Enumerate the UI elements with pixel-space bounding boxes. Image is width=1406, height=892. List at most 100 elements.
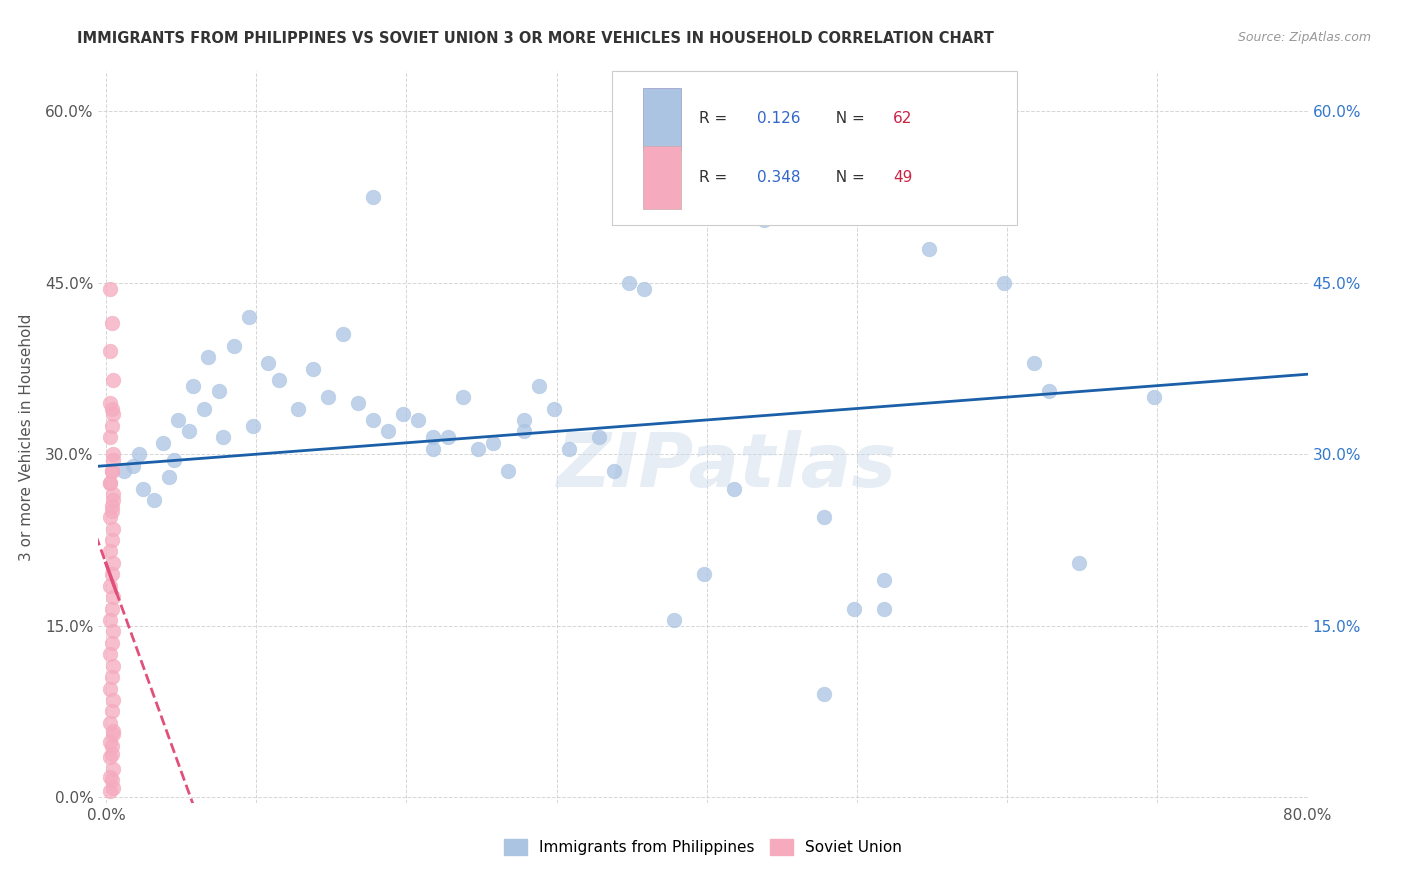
Point [100,510,122,524]
Point [101,316,124,330]
Text: 0.348: 0.348 [758,169,801,185]
Point [422,430,444,444]
Text: IMMIGRANTS FROM PHILIPPINES VS SOVIET UNION 3 OR MORE VEHICLES IN HOUSEHOLD CORR: IMMIGRANTS FROM PHILIPPINES VS SOVIET UN… [77,31,994,46]
Point [377,425,399,439]
Point [100,396,122,410]
Point [103,487,125,501]
Point [103,624,125,639]
Point [101,567,124,582]
Point [422,442,444,456]
FancyBboxPatch shape [613,71,1018,225]
Point [543,401,565,416]
Point [918,242,941,256]
Point [101,401,124,416]
Point [101,504,124,518]
Point [103,492,125,507]
Point [752,213,775,227]
Point [527,378,550,392]
Point [143,492,166,507]
Point [602,464,624,478]
Point [132,482,155,496]
Point [222,338,245,352]
Text: N =: N = [827,112,870,127]
Point [100,613,122,627]
Point [100,344,122,359]
Point [101,670,124,684]
Point [103,407,125,421]
Point [162,453,184,467]
Point [100,475,122,490]
FancyBboxPatch shape [643,146,682,209]
Point [482,435,505,450]
Point [100,715,122,730]
Point [100,544,122,558]
Point [100,681,122,696]
Point [813,687,835,701]
Point [100,647,122,661]
Point [723,482,745,496]
Point [100,430,122,444]
Point [873,573,896,587]
Point [100,579,122,593]
Legend: Immigrants from Philippines, Soviet Union: Immigrants from Philippines, Soviet Unio… [498,833,908,861]
Point [101,601,124,615]
Text: 62: 62 [893,112,912,127]
Point [617,276,640,290]
Point [152,435,174,450]
Point [287,401,309,416]
Point [302,361,325,376]
Point [1143,390,1166,404]
Point [207,384,229,399]
Text: N =: N = [827,169,870,185]
Point [157,470,180,484]
Point [1024,356,1046,370]
Point [363,190,385,204]
Point [103,727,125,741]
Point [101,499,124,513]
Point [437,430,460,444]
Point [103,373,125,387]
Point [177,425,200,439]
Point [467,442,489,456]
Point [498,464,520,478]
Point [512,425,534,439]
Point [693,567,716,582]
Text: 0.126: 0.126 [758,112,801,127]
Point [100,475,122,490]
Point [101,636,124,650]
Point [101,739,124,753]
Point [101,464,124,478]
Point [122,458,145,473]
Point [873,601,896,615]
Point [103,658,125,673]
Text: 49: 49 [893,169,912,185]
Point [103,447,125,461]
Point [101,705,124,719]
Text: ZIPatlas: ZIPatlas [557,430,897,503]
Point [212,430,235,444]
Point [101,418,124,433]
Point [197,350,219,364]
Point [453,390,475,404]
Point [813,510,835,524]
Point [768,195,790,210]
Point [101,464,124,478]
Point [103,453,125,467]
Point [167,413,190,427]
Point [238,310,260,324]
Point [128,447,150,461]
Point [257,356,280,370]
Point [392,407,415,421]
Point [193,401,215,416]
Point [267,373,290,387]
Point [332,327,354,342]
Point [101,533,124,547]
Point [103,762,125,776]
Point [100,750,122,764]
Point [100,735,122,749]
Point [993,276,1015,290]
Point [103,521,125,535]
Point [633,281,655,295]
Point [101,747,124,761]
Point [103,590,125,604]
